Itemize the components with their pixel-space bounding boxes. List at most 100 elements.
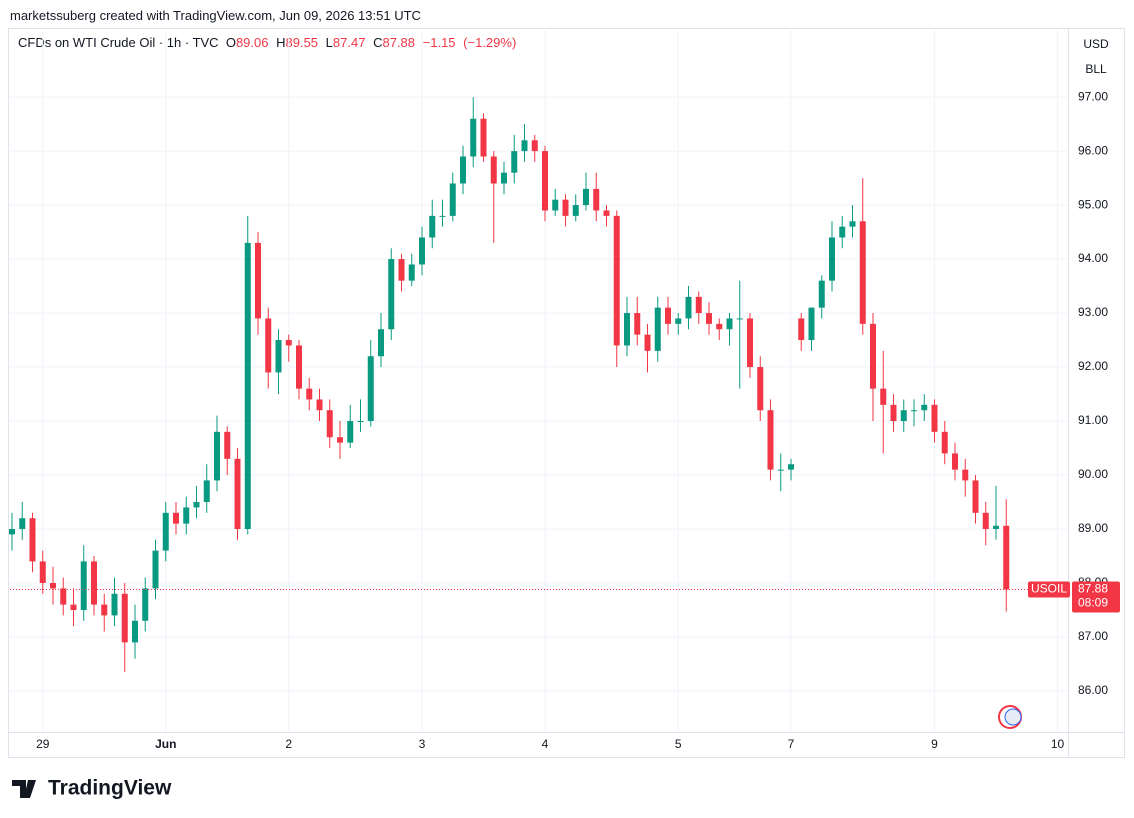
ohlc-label: H — [276, 35, 286, 50]
candle-body — [870, 323, 876, 389]
candle-body — [747, 318, 753, 368]
candle-body — [941, 431, 948, 454]
candle-body — [552, 199, 559, 211]
candle-body — [347, 421, 354, 443]
candle-body — [255, 242, 261, 319]
candle-body — [736, 318, 743, 320]
candle-body — [798, 318, 805, 341]
candle-body — [378, 329, 384, 357]
y-tick-label: 90.00 — [1078, 467, 1108, 481]
candle-body — [285, 340, 292, 346]
y-tick-label: 92.00 — [1078, 359, 1108, 373]
candle-body — [316, 399, 323, 411]
y-tick-label: 88.00 — [1078, 575, 1108, 589]
candle-body — [972, 480, 979, 513]
price-tag-value: 87.88 — [1078, 582, 1108, 596]
candle-body — [111, 593, 118, 616]
logo: TradingView — [12, 777, 172, 800]
candle-body — [470, 118, 477, 157]
candle-body — [50, 582, 56, 589]
symbol-tag-text: USOIL — [1031, 582, 1067, 596]
candle-body — [60, 588, 67, 605]
x-tick-label: 10 — [1051, 737, 1065, 751]
candle-body — [224, 431, 231, 459]
candle-body — [419, 237, 425, 265]
candle-body — [121, 593, 128, 643]
candle-body — [706, 313, 712, 324]
candle-body — [101, 604, 108, 616]
candle-body — [829, 237, 835, 281]
price-tag-countdown: 08:09 — [1078, 596, 1108, 610]
candle-body — [818, 280, 825, 308]
candle-body — [388, 259, 395, 330]
candle-body — [449, 183, 456, 216]
candle-body — [716, 323, 723, 330]
ohlc-label: L — [325, 35, 333, 50]
currency-button[interactable]: USD — [1083, 37, 1109, 51]
candle-body — [757, 367, 764, 411]
candle-body — [203, 480, 210, 503]
candle-body — [900, 410, 907, 422]
candle-body — [193, 502, 200, 508]
candle-body — [808, 307, 815, 341]
candle-body — [244, 242, 251, 530]
candle-body — [306, 388, 313, 400]
candle-body — [162, 512, 169, 551]
candle-body — [767, 410, 774, 470]
candle-body — [880, 388, 887, 405]
price-tag — [1072, 581, 1120, 613]
candle-body — [695, 296, 702, 314]
candle-body — [214, 431, 220, 481]
candle-body — [296, 345, 302, 389]
candle-body — [408, 264, 415, 281]
candle-body — [91, 561, 97, 605]
candle-body — [337, 437, 343, 443]
y-tick-label: 86.00 — [1078, 683, 1108, 697]
logo-text: TradingView — [48, 777, 172, 800]
ohlc-value: 87.88 — [382, 35, 416, 50]
candle-body — [890, 404, 897, 422]
candle-body — [531, 140, 538, 152]
x-tick-label: 9 — [931, 737, 938, 751]
candle-body — [1003, 525, 1010, 590]
change: −1.15 — [422, 35, 456, 50]
candle-body — [29, 518, 36, 562]
candle-body — [367, 356, 374, 422]
candle-body — [603, 210, 610, 216]
candle-body — [80, 561, 87, 610]
unit-button[interactable]: BLL — [1085, 62, 1107, 76]
candle-body — [849, 221, 856, 227]
ohlc-value: 89.06 — [235, 35, 269, 50]
flag-icon — [998, 705, 1022, 729]
candle-body — [572, 205, 579, 216]
candle-body — [634, 313, 641, 335]
y-tick-label: 89.00 — [1078, 521, 1108, 535]
x-tick-label: Jun — [155, 737, 176, 751]
candle-body — [173, 512, 179, 524]
y-tick-label: 94.00 — [1078, 251, 1108, 265]
symbol: CFDs on WTI Crude Oil · 1h · TVC — [18, 35, 219, 50]
candle-body — [39, 561, 46, 583]
symbol-tag — [1028, 581, 1070, 598]
candle-body — [921, 404, 928, 411]
y-tick-label: 93.00 — [1078, 305, 1108, 319]
candle-body — [480, 118, 487, 157]
candle-body — [993, 525, 999, 530]
x-tick-label: 3 — [419, 737, 426, 751]
y-tick-label: 97.00 — [1078, 89, 1108, 103]
candle-body — [460, 156, 466, 184]
candle-body — [9, 529, 15, 535]
candle-body — [265, 318, 272, 373]
x-tick-label: 5 — [675, 737, 682, 751]
candle-body — [644, 334, 651, 351]
candle-body — [911, 410, 917, 412]
grid — [10, 28, 1068, 732]
candle-body — [685, 296, 692, 319]
candle-body — [542, 151, 548, 211]
candle-body — [788, 464, 794, 470]
candle-body — [952, 453, 958, 470]
candle-body — [962, 469, 969, 481]
candle-body — [152, 550, 159, 589]
candle-body — [132, 620, 138, 643]
